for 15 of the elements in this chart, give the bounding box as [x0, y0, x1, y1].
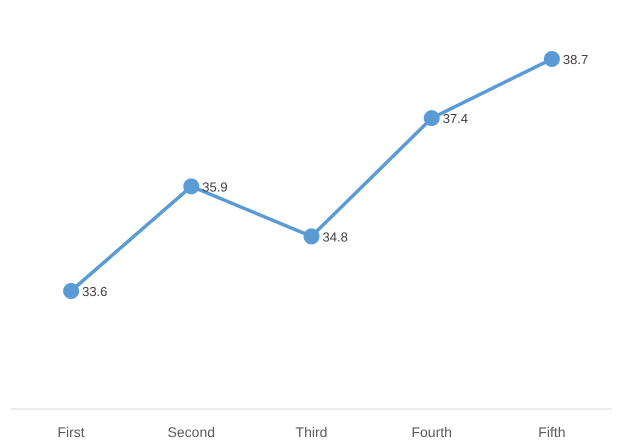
point	[63, 283, 80, 299]
data-label: 38.7	[562, 52, 588, 67]
data-label: 33.6	[82, 284, 108, 299]
x-tick-label: Third	[296, 424, 328, 440]
data-label: 37.4	[442, 111, 468, 126]
x-tick-label: First	[57, 424, 85, 440]
data-label: 35.9	[202, 179, 228, 194]
point	[544, 51, 560, 67]
point	[304, 228, 320, 244]
x-tick-label: Second	[168, 424, 216, 440]
point	[183, 178, 200, 194]
point	[424, 110, 440, 126]
x-tick-label: Fourth	[411, 424, 452, 440]
x-tick-label: Fifth	[538, 424, 566, 440]
data-label: 34.8	[322, 229, 348, 244]
